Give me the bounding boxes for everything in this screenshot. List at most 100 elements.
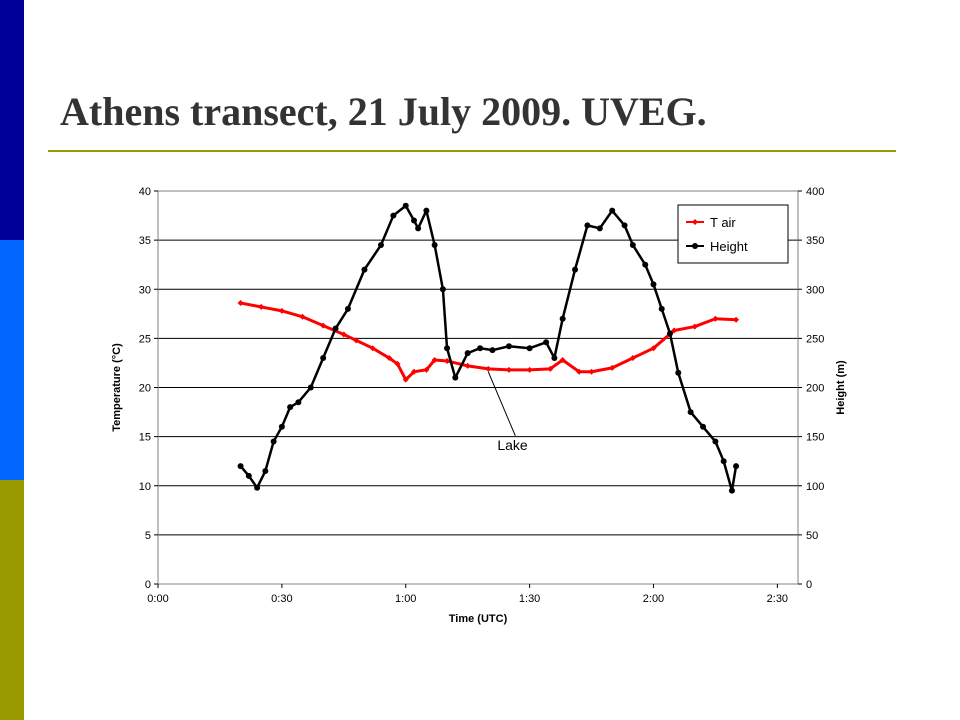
data-point-height [667, 330, 673, 337]
data-point-t-air [411, 368, 417, 375]
data-point-height [439, 286, 446, 293]
annotations: Lake [487, 371, 528, 453]
data-point-height [423, 207, 430, 214]
y2-tick-label: 100 [806, 481, 824, 493]
data-point-t-air [340, 331, 347, 338]
series-trace-t-air [240, 301, 737, 382]
y-tick-label: 25 [139, 333, 151, 345]
y2-tick-label: 0 [806, 579, 812, 591]
y-tick-label: 20 [139, 383, 151, 395]
data-point-height [687, 409, 694, 416]
data-point-t-air [576, 368, 583, 375]
data-point-height [526, 345, 533, 352]
data-point-height [477, 345, 484, 352]
lake-leader-line [487, 371, 516, 437]
axes: 0510152025303540050100150200250300350400… [139, 186, 825, 605]
data-point-height [444, 345, 451, 352]
data-point-t-air [353, 337, 360, 344]
data-point-t-air [369, 345, 376, 352]
data-point-t-air [423, 366, 430, 373]
data-point-t-air [402, 376, 409, 383]
data-point-t-air [320, 322, 327, 329]
data-point-height [489, 347, 496, 354]
data-point-height [415, 225, 422, 232]
data-point-t-air [237, 300, 244, 307]
data-point-t-air [547, 365, 554, 372]
accent-bar-top [0, 0, 24, 240]
data-series [237, 202, 740, 494]
y2-tick-label: 400 [806, 186, 824, 198]
data-point-t-air [609, 364, 616, 371]
data-point-height [361, 266, 368, 273]
y2-tick-label: 300 [806, 284, 824, 296]
data-point-t-air [526, 366, 533, 373]
legend-box [677, 204, 789, 264]
data-point-t-air [394, 360, 401, 367]
data-point-t-air [733, 316, 740, 323]
title-rule [48, 150, 896, 152]
x-tick-label: 1:00 [395, 593, 416, 605]
x-tick-label: 1:30 [519, 593, 540, 605]
y-tick-label: 35 [139, 235, 151, 247]
data-point-height [344, 305, 351, 312]
data-point-height [559, 315, 566, 322]
data-point-height [307, 384, 314, 391]
legend-marker-height [692, 243, 698, 249]
data-point-height [596, 225, 603, 232]
y2-tick-label: 200 [806, 383, 824, 395]
y-tick-label: 30 [139, 284, 151, 296]
data-point-height [584, 222, 591, 229]
y-tick-label: 0 [145, 579, 151, 591]
series-height [237, 202, 740, 494]
data-point-t-air [386, 355, 393, 362]
y-tick-label: 40 [139, 186, 151, 198]
data-point-t-air [588, 368, 595, 375]
data-point-height [728, 487, 735, 494]
temperature-height-chart: 0510152025303540050100150200250300350400… [111, 186, 847, 625]
data-point-t-air [278, 307, 285, 314]
x-tick-label: 0:30 [271, 593, 292, 605]
data-point-t-air [464, 362, 471, 369]
data-point-t-air [559, 356, 566, 363]
data-point-t-air [629, 355, 636, 362]
legend-label-height: Height [710, 239, 748, 254]
data-point-height [464, 350, 471, 357]
data-point-t-air [444, 357, 451, 364]
data-point-height [254, 484, 261, 491]
data-point-t-air [712, 315, 719, 322]
data-point-height [621, 222, 628, 229]
data-point-height [551, 355, 558, 362]
data-point-height [320, 355, 327, 362]
x-tick-label: 0:00 [147, 593, 168, 605]
y-tick-label: 15 [139, 432, 151, 444]
data-point-height [332, 325, 339, 332]
slide-title: Athens transect, 21 July 2009. UVEG. [60, 89, 707, 134]
data-point-t-air [258, 303, 265, 310]
data-point-height [295, 399, 302, 406]
data-point-height [262, 468, 269, 475]
legend-marker-t-air [692, 219, 698, 225]
data-point-height [675, 369, 682, 376]
x-tick-label: 2:30 [767, 593, 788, 605]
y2-tick-label: 50 [806, 530, 818, 542]
data-point-height [452, 374, 459, 381]
accent-bar-middle [0, 240, 24, 480]
data-point-height [278, 423, 285, 430]
data-point-height [245, 472, 252, 479]
data-point-height [543, 339, 550, 346]
legend-label-t-air: T air [710, 215, 736, 230]
y2-tick-label: 150 [806, 432, 824, 444]
y-axis-label-right: Height (m) [835, 360, 847, 415]
data-point-height [650, 281, 657, 288]
data-point-height [658, 305, 665, 312]
data-point-height [572, 266, 579, 273]
data-point-t-air [431, 356, 438, 363]
data-point-t-air [505, 366, 512, 373]
data-point-height [629, 242, 636, 249]
series-trace-height [239, 204, 738, 492]
y2-tick-label: 250 [806, 333, 824, 345]
grid-lines [158, 190, 798, 536]
data-point-t-air [299, 313, 306, 320]
data-point-t-air [691, 323, 698, 330]
data-point-height [237, 463, 244, 470]
